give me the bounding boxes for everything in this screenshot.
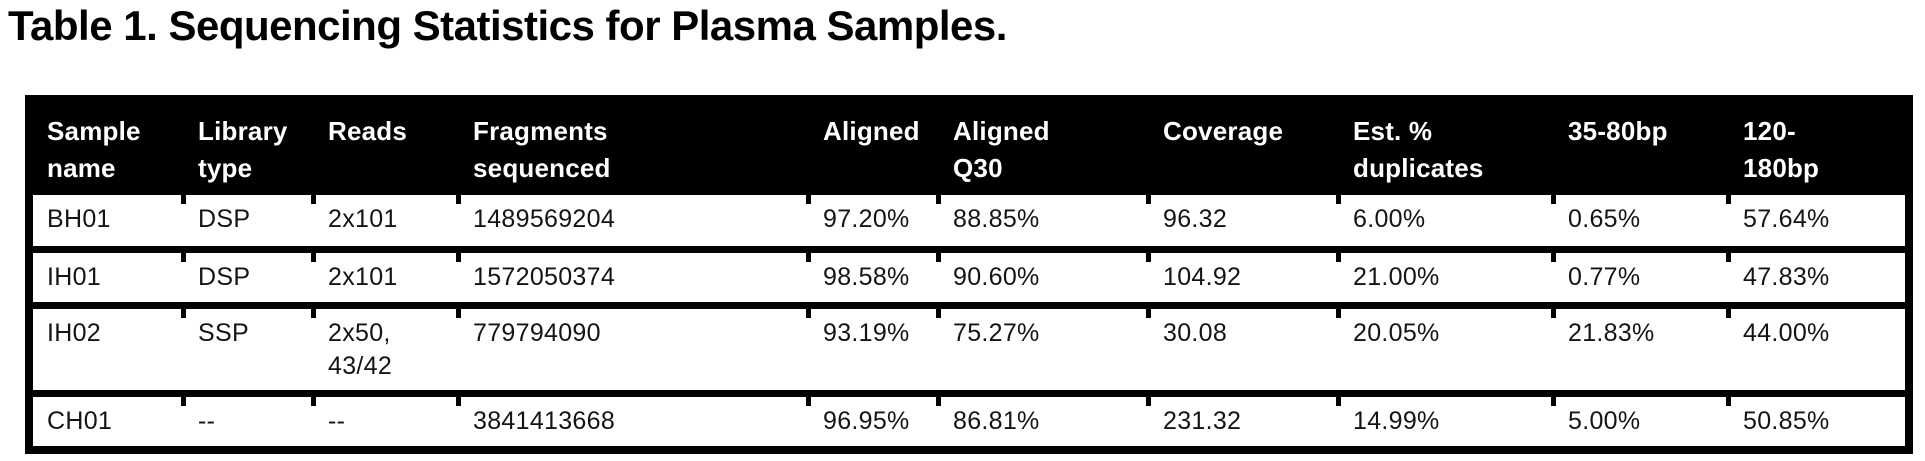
cell-coverage: 30.08 xyxy=(1146,305,1339,394)
cell-est-pct-duplicates: 20.05% xyxy=(1336,305,1554,394)
column-header-aligned-q30: Aligned Q30 xyxy=(939,99,1149,195)
cell-sample-name: IH02 xyxy=(47,319,102,348)
cell-35-80bp: 0.77% xyxy=(1551,249,1729,306)
cell-est-pct-duplicates: 14.99% xyxy=(1336,393,1554,450)
table-row-ih02: IH02 SSP 2x50, 43/42 779794090 93.19% 75… xyxy=(29,305,1909,394)
cell-fragments-sequenced: 779794090 xyxy=(456,305,809,394)
cell-120-180bp: 57.64% xyxy=(1726,194,1909,250)
cell-aligned: 96.95% xyxy=(806,393,939,450)
cell-aligned-q30: 86.81% xyxy=(936,393,1149,450)
column-header-aligned: Aligned xyxy=(809,99,939,195)
cell-120-180bp: 47.83% xyxy=(1726,249,1909,306)
cell-aligned: 97.20% xyxy=(806,194,939,250)
cell-reads: 2x50, 43/42 xyxy=(311,305,459,394)
column-header-reads: Reads xyxy=(314,99,459,195)
cell-reads: -- xyxy=(311,393,459,450)
cell-aligned: 98.58% xyxy=(806,249,939,306)
cell-aligned-q30: 90.60% xyxy=(936,249,1149,306)
column-header-library-type: Library type xyxy=(184,99,314,195)
table-title: Table 1. Sequencing Statistics for Plasm… xyxy=(8,2,1007,49)
cell-library-type: SSP xyxy=(181,305,314,394)
column-header-coverage: Coverage xyxy=(1149,99,1339,195)
table-row-ch01: CH01 -- -- 3841413668 96.95% 86.81% 231.… xyxy=(29,393,1909,450)
cell-library-type: DSP xyxy=(181,194,314,250)
cell-35-80bp: 0.65% xyxy=(1551,194,1729,250)
column-header-35-80bp: 35-80bp xyxy=(1554,99,1729,195)
cell-est-pct-duplicates: 6.00% xyxy=(1336,194,1554,250)
column-header-fragments-sequenced: Fragments sequenced xyxy=(459,99,809,195)
cell-sample-name: BH01 xyxy=(47,204,111,233)
cell-est-pct-duplicates: 21.00% xyxy=(1336,249,1554,306)
cell-library-type: -- xyxy=(181,393,314,450)
table-row-bh01: BH01 DSP 2x101 1489569204 97.20% 88.85% … xyxy=(29,194,1909,250)
cell-coverage: 96.32 xyxy=(1146,194,1339,250)
cell-sample-name: IH01 xyxy=(47,263,102,292)
header-row: Sample name Library type Reads Fragments… xyxy=(29,99,1909,195)
cell-aligned-q30: 75.27% xyxy=(936,305,1149,394)
cell-reads: 2x101 xyxy=(311,194,459,250)
cell-120-180bp: 50.85% xyxy=(1726,393,1909,450)
column-header-120-180bp: 120- 180bp xyxy=(1729,99,1909,195)
cell-120-180bp: 44.00% xyxy=(1726,305,1909,394)
sequencing-statistics-table: Sample name Library type Reads Fragments… xyxy=(25,95,1913,454)
cell-coverage: 104.92 xyxy=(1146,249,1339,306)
column-header-est-pct-duplicates: Est. % duplicates xyxy=(1339,99,1554,195)
cell-35-80bp: 21.83% xyxy=(1551,305,1729,394)
cell-fragments-sequenced: 1572050374 xyxy=(456,249,809,306)
cell-aligned: 93.19% xyxy=(806,305,939,394)
cell-coverage: 231.32 xyxy=(1146,393,1339,450)
cell-aligned-q30: 88.85% xyxy=(936,194,1149,250)
cell-sample-name: CH01 xyxy=(47,407,113,436)
cell-reads: 2x101 xyxy=(311,249,459,306)
cell-library-type: DSP xyxy=(181,249,314,306)
cell-35-80bp: 5.00% xyxy=(1551,393,1729,450)
column-header-sample-name: Sample name xyxy=(29,99,184,195)
cell-fragments-sequenced: 1489569204 xyxy=(456,194,809,250)
table-row-ih01: IH01 DSP 2x101 1572050374 98.58% 90.60% … xyxy=(29,249,1909,306)
cell-fragments-sequenced: 3841413668 xyxy=(456,393,809,450)
